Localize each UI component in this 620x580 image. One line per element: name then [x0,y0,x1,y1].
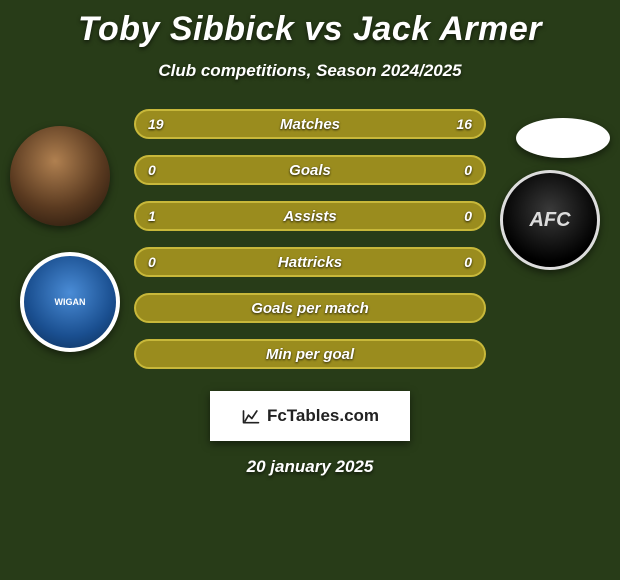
stat-right-value: 16 [456,116,472,132]
stats-container: 19 Matches 16 0 Goals 0 1 Assists 0 0 Ha… [134,109,486,369]
stat-row: Goals per match [134,293,486,323]
brand-logo-icon [241,406,261,426]
stat-label: Min per goal [266,346,354,363]
stat-label: Goals per match [251,300,369,317]
brand-box: FcTables.com [210,391,410,441]
stat-right-value: 0 [464,208,472,224]
stat-row: 0 Goals 0 [134,155,486,185]
date-text: 20 january 2025 [0,457,620,477]
comparison-card: Toby Sibbick vs Jack Armer Club competit… [0,0,620,580]
page-title: Toby Sibbick vs Jack Armer [0,0,620,49]
stat-left-value: 0 [148,254,156,270]
stat-row: Min per goal [134,339,486,369]
stat-right-value: 0 [464,254,472,270]
stat-label: Matches [280,116,340,133]
stat-label: Hattricks [278,254,342,271]
club-right-badge: AFC [500,170,600,270]
brand-text: FcTables.com [267,406,379,426]
stat-label: Assists [283,208,336,225]
stat-label: Goals [289,162,331,179]
player-right-avatar [516,118,610,158]
player-left-avatar [10,126,110,226]
club-right-shield-icon: AFC [529,209,570,232]
stat-row: 0 Hattricks 0 [134,247,486,277]
stat-left-value: 19 [148,116,164,132]
subtitle: Club competitions, Season 2024/2025 [0,61,620,81]
stat-right-value: 0 [464,162,472,178]
stat-row: 1 Assists 0 [134,201,486,231]
club-left-badge: WIGAN [20,252,120,352]
stat-left-value: 0 [148,162,156,178]
club-left-text: WIGAN [55,297,86,307]
stat-left-value: 1 [148,208,156,224]
stat-row: 19 Matches 16 [134,109,486,139]
